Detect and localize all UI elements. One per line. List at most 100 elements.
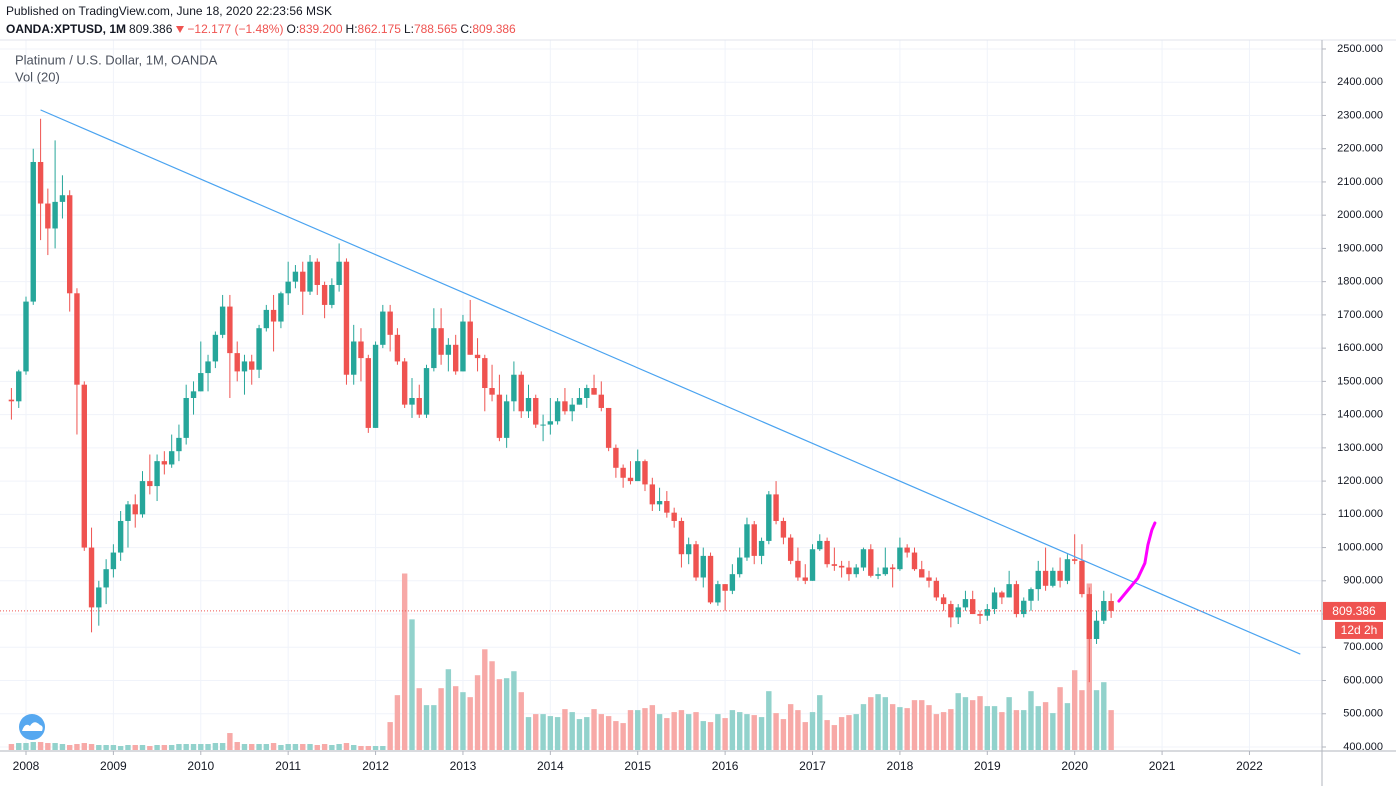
volume-bar: [875, 694, 881, 750]
candle-body: [489, 388, 495, 395]
candle-body: [292, 271, 299, 282]
candle-body: [474, 354, 481, 359]
volume-bar: [525, 717, 532, 750]
candle-body: [1028, 589, 1034, 601]
candle-body: [96, 587, 102, 608]
volume-bar: [627, 710, 634, 750]
candle-body: [168, 451, 175, 465]
grid: [0, 40, 1322, 750]
volume-bar: [336, 744, 342, 750]
volume-bar: [533, 714, 539, 750]
publish-line: Published on TradingView.com, June 18, 2…: [6, 4, 335, 18]
volume-bar: [190, 744, 197, 750]
volume-bar: [511, 671, 517, 750]
volume-bar: [394, 695, 401, 750]
candle-body: [59, 195, 66, 202]
volume-bar: [1101, 682, 1107, 750]
volume-bar: [351, 745, 357, 750]
volume-bar: [467, 697, 473, 750]
candle-body: [911, 552, 918, 570]
volume-bar: [117, 746, 124, 750]
candle-body: [518, 374, 524, 412]
volume-bar: [1006, 697, 1012, 750]
candle-body: [904, 547, 910, 553]
candle-body: [1079, 560, 1085, 595]
candle-body: [1071, 559, 1078, 561]
volume-bar: [751, 715, 757, 750]
volume-bar: [598, 714, 604, 750]
volume-bar: [66, 745, 73, 750]
volume-bar: [278, 745, 284, 750]
volume-bar: [416, 688, 422, 750]
volume-layer: [8, 573, 1114, 750]
candle-body: [234, 353, 240, 372]
y-tick-label: 1700.000: [1337, 309, 1383, 321]
volume-bar: [1028, 691, 1034, 750]
volume-bar: [831, 725, 838, 750]
volume-bar: [438, 688, 444, 750]
candle-body: [117, 520, 124, 553]
candle-body: [496, 394, 503, 438]
candle-body: [66, 195, 73, 294]
down-triangle: [176, 26, 185, 33]
candle-body: [1050, 570, 1056, 586]
volume-bar: [787, 704, 794, 750]
candle-body: [110, 552, 117, 570]
volume-bar: [780, 719, 787, 750]
candle-body: [846, 567, 852, 575]
candle-body: [1101, 601, 1107, 621]
volume-bar: [999, 712, 1005, 750]
candle-body: [642, 461, 648, 485]
candle-body: [1021, 600, 1027, 615]
volume-bar: [23, 743, 29, 750]
volume-bar: [212, 743, 219, 750]
volume-bar: [729, 710, 736, 750]
volume-bar: [452, 686, 459, 750]
volume-bar: [955, 693, 961, 750]
candle-body: [321, 284, 328, 305]
candle-body: [773, 494, 779, 521]
candle-body: [991, 592, 998, 610]
volume-bar: [685, 714, 692, 750]
volume-bar: [838, 717, 845, 750]
published: Published on TradingView.com, June 18, 2…: [6, 4, 332, 18]
open-value: 839.200: [299, 22, 343, 36]
volume-bar: [431, 705, 437, 750]
volume-bar: [970, 700, 976, 750]
volume-bar: [139, 745, 146, 750]
close-label: C:: [460, 22, 473, 36]
x-tick-label: 2018: [887, 759, 914, 773]
candle-body: [212, 334, 219, 362]
y-tick-label: 1000.000: [1337, 541, 1383, 553]
volume-bar: [372, 746, 379, 750]
volume-bar: [198, 744, 204, 750]
volume-bar: [380, 746, 386, 750]
volume-bar: [409, 619, 415, 750]
candle-body: [401, 361, 408, 405]
y-tick-label: 900.000: [1343, 575, 1383, 587]
volume-bar: [96, 745, 102, 750]
candle-body: [81, 384, 87, 548]
volume-bar: [219, 743, 226, 750]
candle-body: [372, 344, 379, 428]
candle-body: [1013, 584, 1020, 615]
low-value: 788.565: [413, 22, 458, 36]
volume-bar: [518, 692, 524, 750]
candle-body: [336, 261, 342, 285]
candle-body: [737, 557, 743, 575]
candle-body: [358, 341, 364, 359]
volume-bar: [722, 718, 728, 750]
volume-bar: [30, 742, 36, 750]
volume-bar: [889, 704, 896, 750]
candle-body: [569, 404, 575, 412]
candle-body: [868, 549, 874, 576]
candle-body: [729, 574, 736, 591]
candle-body: [649, 484, 656, 505]
volume-bar: [474, 675, 481, 750]
volume-bar: [649, 705, 656, 750]
volume-bar: [1079, 690, 1085, 750]
candle-body: [8, 399, 15, 402]
volume-bar: [300, 744, 306, 750]
